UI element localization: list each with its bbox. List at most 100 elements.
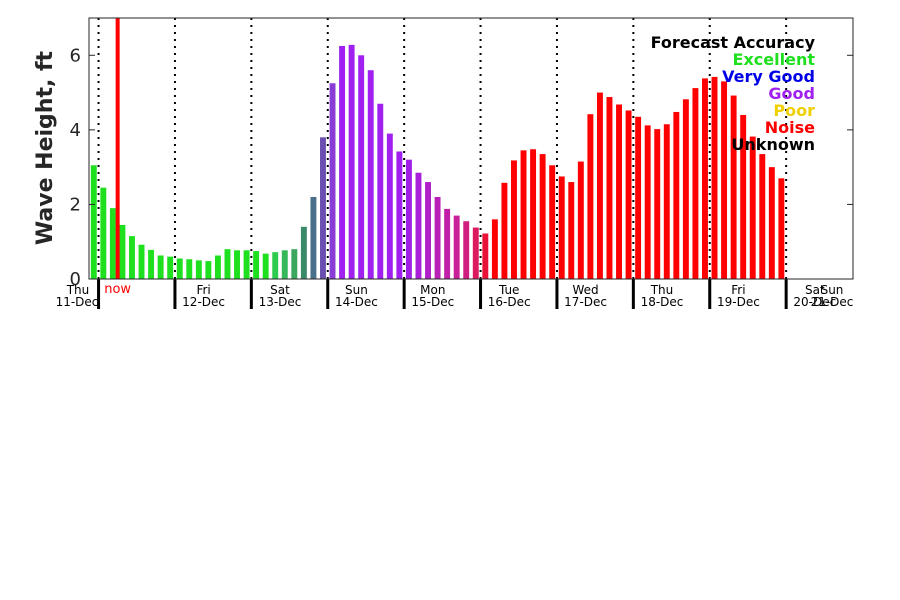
x-day-date: 15-Dec [411,295,454,309]
bar [272,252,279,279]
bar [520,150,527,279]
bar [568,182,575,279]
bar [673,111,680,280]
bar [730,95,737,279]
x-day-name: Mon [420,283,445,297]
x-day-date: 11-Dec [56,295,99,309]
bar [558,176,565,279]
bar [453,215,460,279]
bar [635,116,642,279]
bar [329,83,336,279]
bar [444,208,451,279]
bar [386,133,393,279]
bar [530,149,537,279]
bar [253,251,260,279]
bar [759,154,766,279]
bar [587,114,594,279]
bar [358,55,365,280]
bar [310,196,317,279]
bar [262,253,269,279]
legend-title: Forecast Accuracy [651,33,816,52]
y-axis: 0 2 4 6 [70,45,853,290]
legend-entry: Good [768,84,815,103]
bar [491,219,498,279]
legend-entry: Poor [773,101,815,120]
bar [405,159,412,279]
y-tick-label: 0 [70,269,81,290]
bar [434,196,441,279]
bar [778,178,785,279]
bar [129,236,135,279]
bar-series [90,44,785,280]
bar [472,227,479,279]
x-day-name: Wed [573,283,599,297]
bar [214,255,221,279]
y-axis-label: Wave Height, ft [33,50,58,245]
bar [100,187,107,279]
x-day-name: Fri [731,283,745,297]
bar [205,261,212,279]
bar [711,76,718,279]
x-day-date: 13-Dec [259,295,302,309]
bar [119,224,126,279]
bar [348,44,355,279]
x-day-name: Fri [196,283,210,297]
bar [157,255,164,279]
bar [367,70,374,279]
bar [740,114,747,279]
bar [90,165,97,279]
bar [549,165,556,279]
plot-frame [88,17,854,280]
x-day-name: Sun [345,283,368,297]
bar [415,172,422,279]
bar [300,226,307,279]
bar [654,129,661,279]
x-day-date: 18-Dec [641,295,684,309]
bar [501,182,508,279]
bar [281,250,288,279]
bar [109,208,116,279]
x-day-name: Sun [821,283,844,297]
bar [243,250,250,279]
x-day-date: 20-Dec [793,295,836,309]
bar [768,167,775,279]
bar [148,249,155,279]
x-day-name: Sat [270,283,290,297]
bar [625,110,632,280]
legend-entry: Very Good [722,67,815,86]
bar [692,88,699,280]
x-axis: Thu11-DecFri12-DecSat13-DecSun14-DecMon1… [56,283,854,309]
bar [539,154,546,279]
x-day-name: Tue [498,283,520,297]
bar [291,249,298,279]
bar [186,259,193,279]
x-day-name: Thu [650,283,674,297]
bar [224,249,231,279]
bar [138,244,145,279]
bar [482,233,489,279]
bar [377,103,384,279]
day-grid [97,18,788,309]
x-day-date: 21-Dec [811,295,854,309]
bar [606,97,613,279]
bar [195,260,202,279]
bar [663,124,670,279]
x-day-date: 19-Dec [717,295,760,309]
bar [234,250,240,279]
x-day-date: 17-Dec [564,295,607,309]
bar [425,182,431,279]
x-day-date: 14-Dec [335,295,378,309]
bar [749,136,756,279]
now-label: now [104,282,131,297]
bar [644,125,651,279]
x-day-date: 16-Dec [488,295,531,309]
bar [463,221,470,279]
bar [167,256,174,279]
y-tick-label: 2 [70,194,81,215]
now-marker: now [104,18,131,297]
y-tick-label: 4 [70,120,81,141]
bar [396,151,403,279]
x-day-name: Sat [805,283,825,297]
